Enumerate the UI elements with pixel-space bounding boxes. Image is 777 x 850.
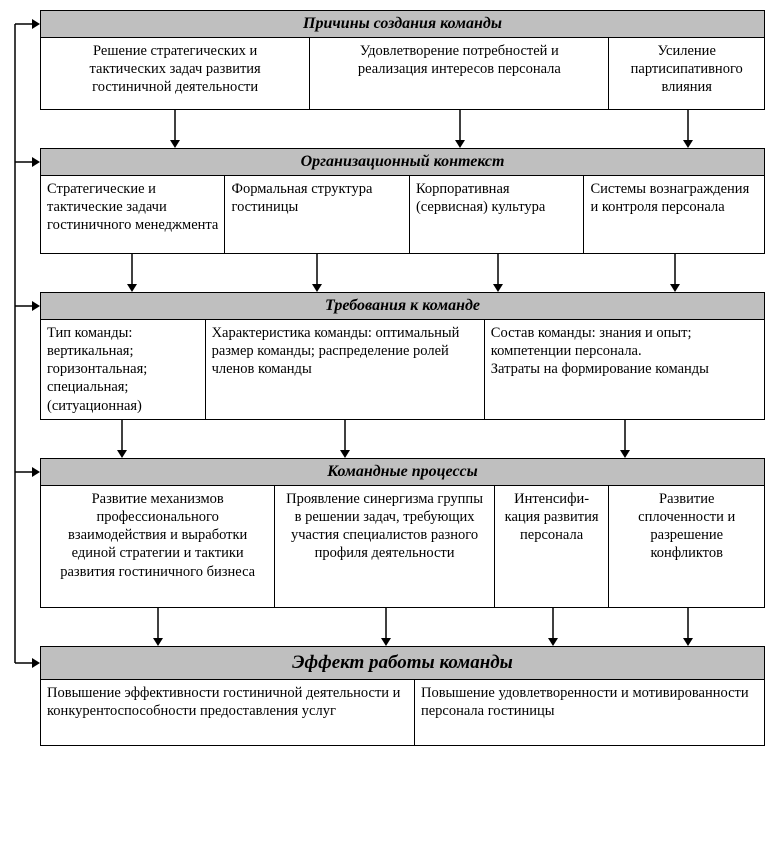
section-header-reasons: Причины создания команды xyxy=(40,10,765,38)
section-row-processes: Развитие механизмов профессионального вз… xyxy=(40,486,765,608)
section-row-requirements: Тип команды: вертикальная; горизонтальна… xyxy=(40,320,765,420)
cell: Повышение удовлетворенности и мотивирова… xyxy=(415,680,764,745)
section-row-context: Стратегические и тактические задачи гост… xyxy=(40,176,765,254)
cell: Решение стратегических и тактических зад… xyxy=(41,38,310,109)
section-title: Организационный контекст xyxy=(301,153,505,171)
section-title: Командные процессы xyxy=(327,463,478,481)
cell: Интенсифи-кация развития персонала xyxy=(495,486,610,607)
section-header-requirements: Требования к команде xyxy=(40,292,765,320)
section-title: Эффект работы команды xyxy=(292,652,513,674)
cell: Характеристика команды: оптимальный разм… xyxy=(206,320,485,419)
section-header-processes: Командные процессы xyxy=(40,458,765,486)
cell: Системы вознаграждения и контроля персон… xyxy=(584,176,764,253)
cell: Повышение эффективности гостиничной деят… xyxy=(41,680,415,745)
diagram-canvas: Причины создания команды Решение стратеги… xyxy=(0,0,777,850)
cell: Развитие механизмов профессионального вз… xyxy=(41,486,275,607)
section-row-reasons: Решение стратегических и тактических зад… xyxy=(40,38,765,110)
cell: Удовлетворение потребностей и реализация… xyxy=(310,38,609,109)
cell: Развитие сплоченности и разрешение конфл… xyxy=(609,486,764,607)
cell: Проявление синергизма группы в решении з… xyxy=(275,486,494,607)
section-title: Требования к команде xyxy=(325,297,480,315)
cell: Состав команды: знания и опыт; компетенц… xyxy=(485,320,764,419)
section-row-effect: Повышение эффективности гостиничной деят… xyxy=(40,680,765,746)
cell: Корпоративная (сервисная) культура xyxy=(410,176,585,253)
cell: Стратегические и тактические задачи гост… xyxy=(41,176,225,253)
cell: Усиление партисипативного влияния xyxy=(609,38,764,109)
section-title: Причины создания команды xyxy=(303,15,502,33)
cell: Формальная структура гостиницы xyxy=(225,176,409,253)
cell: Тип команды: вертикальная; горизонтальна… xyxy=(41,320,206,419)
section-header-context: Организационный контекст xyxy=(40,148,765,176)
section-header-effect: Эффект работы команды xyxy=(40,646,765,680)
